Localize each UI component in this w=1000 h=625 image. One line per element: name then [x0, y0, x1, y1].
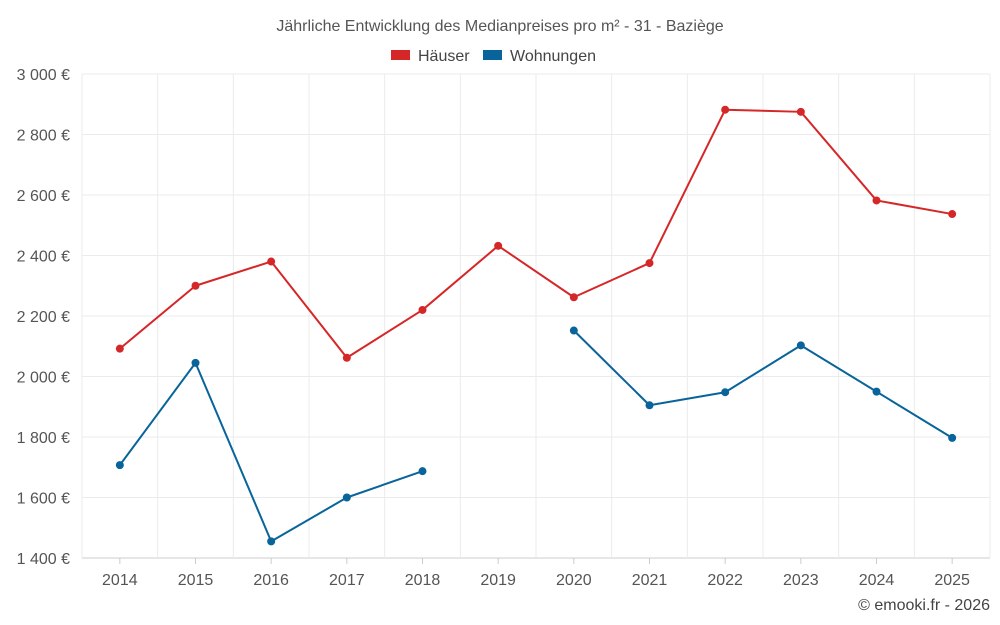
series-wohnungen[interactable]	[115, 326, 957, 546]
x-tick-label: 2017	[329, 572, 365, 589]
x-tick-label: 2021	[632, 572, 668, 589]
y-tick-label: 3 000 €	[17, 67, 70, 84]
series[interactable]	[115, 105, 957, 546]
x-tick-label: 2015	[178, 572, 214, 589]
legend[interactable]: Häuser Wohnungen	[391, 48, 596, 65]
x-axis-ticks: 2014 2015 2016 2017 2018 2019 2020 2021 2022 2023…	[102, 558, 970, 589]
y-tick-label: 2 400 €	[17, 249, 70, 266]
data-point[interactable]	[569, 293, 578, 302]
data-point[interactable]	[721, 105, 730, 114]
y-tick-label: 1 800 €	[17, 430, 70, 447]
legend-swatch-hauser[interactable]	[391, 50, 410, 60]
x-tick-label: 2016	[253, 572, 289, 589]
credit-text: © emooki.fr - 2026	[858, 597, 990, 614]
data-point[interactable]	[796, 107, 805, 116]
x-tick-label: 2018	[405, 572, 441, 589]
y-tick-label: 1 600 €	[17, 491, 70, 508]
data-point[interactable]	[796, 341, 805, 350]
data-point[interactable]	[115, 461, 124, 470]
series-line	[119, 361, 423, 543]
y-tick-label: 2 800 €	[17, 128, 70, 145]
legend-label-hauser[interactable]: Häuser	[418, 48, 470, 65]
data-point[interactable]	[191, 281, 200, 290]
y-tick-label: 2 200 €	[17, 309, 70, 326]
series-line	[119, 108, 953, 359]
y-axis-ticks: 1 400 € 1 600 € 1 800 € 2 000 € 2 200 € 2 400…	[17, 67, 70, 568]
data-point[interactable]	[872, 387, 881, 396]
x-tick-label: 2023	[783, 572, 819, 589]
grid	[81, 73, 991, 559]
x-tick-label: 2025	[934, 572, 970, 589]
data-point[interactable]	[191, 358, 200, 367]
data-point[interactable]	[494, 241, 503, 250]
data-point[interactable]	[418, 305, 427, 314]
data-point[interactable]	[569, 326, 578, 335]
data-point[interactable]	[115, 344, 124, 353]
x-tick-label: 2019	[480, 572, 516, 589]
y-tick-label: 1 400 €	[17, 551, 70, 568]
data-point[interactable]	[948, 433, 957, 442]
data-point[interactable]	[267, 537, 276, 546]
x-tick-label: 2014	[102, 572, 138, 589]
chart-title: Jährliche Entwicklung des Medianpreises …	[276, 18, 723, 35]
data-point[interactable]	[267, 257, 276, 266]
data-point[interactable]	[948, 210, 957, 219]
x-tick-label: 2022	[707, 572, 743, 589]
data-point[interactable]	[342, 353, 351, 362]
x-tick-label: 2024	[859, 572, 895, 589]
series-line	[573, 329, 953, 439]
y-tick-label: 2 000 €	[17, 370, 70, 387]
data-point[interactable]	[645, 401, 654, 410]
data-point[interactable]	[721, 388, 730, 397]
data-point[interactable]	[872, 196, 881, 205]
legend-swatch-wohnungen[interactable]	[483, 50, 502, 60]
data-point[interactable]	[418, 467, 427, 476]
series-h-user[interactable]	[115, 105, 957, 362]
data-point[interactable]	[342, 493, 351, 502]
legend-label-wohnungen[interactable]: Wohnungen	[510, 48, 596, 65]
data-point[interactable]	[645, 259, 654, 268]
y-tick-label: 2 600 €	[17, 188, 70, 205]
x-tick-label: 2020	[556, 572, 592, 589]
